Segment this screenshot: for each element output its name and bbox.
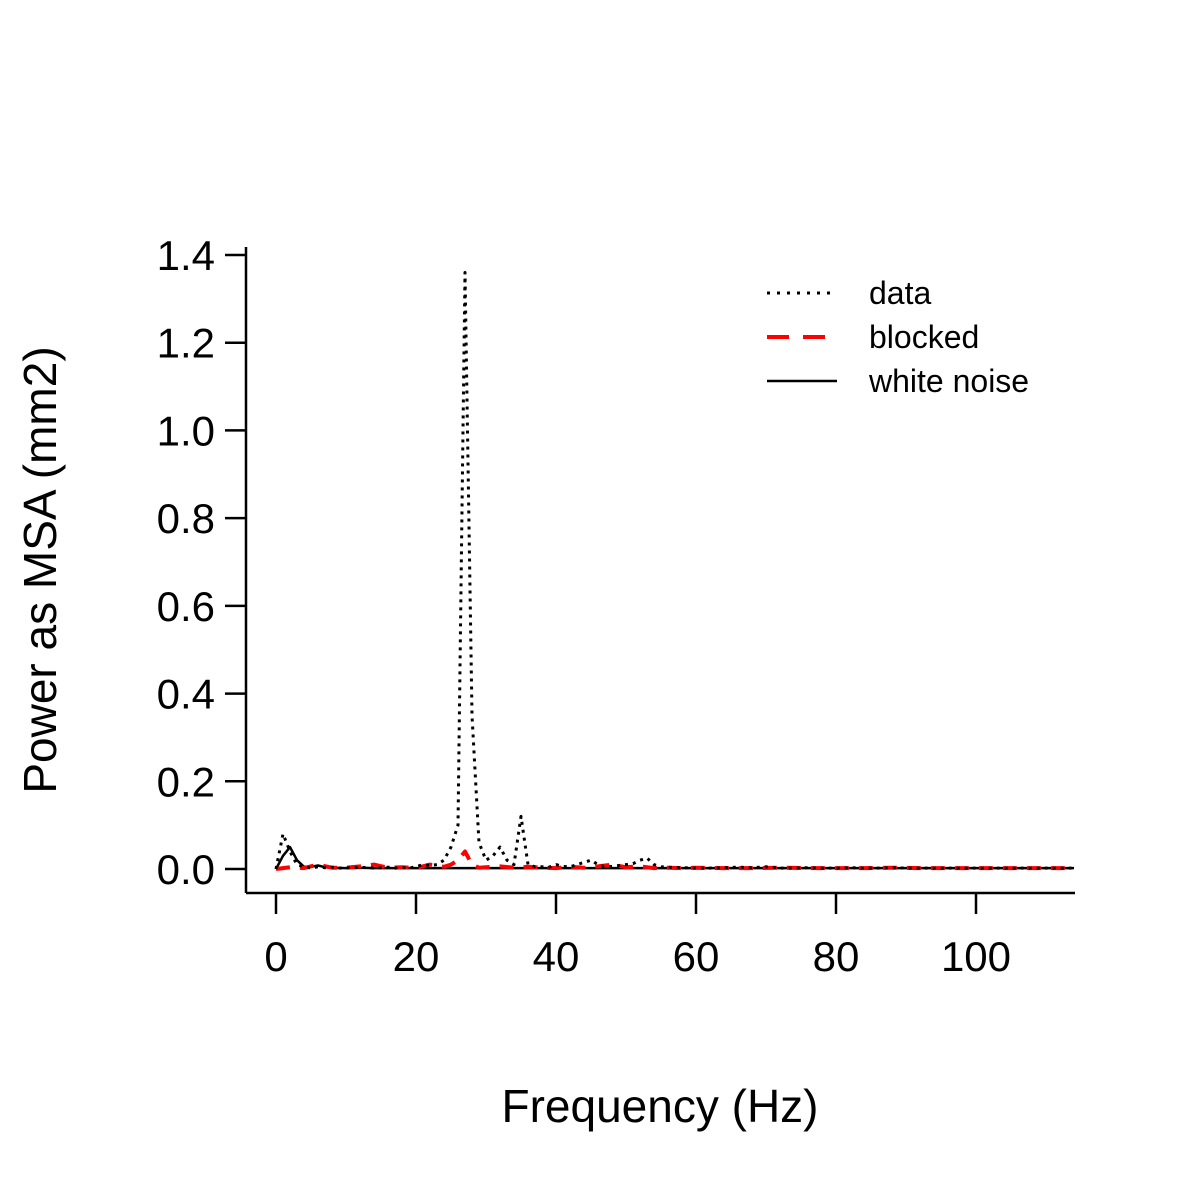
y-tick-label: 1.2 bbox=[157, 320, 215, 367]
legend: data blocked white noise bbox=[767, 275, 1029, 399]
y-tick-label: 0.8 bbox=[157, 495, 215, 542]
y-tick-label: 0.0 bbox=[157, 846, 215, 893]
y-tick-label: 1.4 bbox=[157, 232, 215, 279]
x-tick-label: 100 bbox=[941, 933, 1011, 980]
x-tick-label: 20 bbox=[393, 933, 440, 980]
series-lines bbox=[274, 271, 1074, 871]
y-tick-label: 0.6 bbox=[157, 583, 215, 630]
x-ticks: 0 20 40 60 80 100 bbox=[264, 893, 1011, 980]
x-tick-label: 80 bbox=[813, 933, 860, 980]
legend-label-blocked: blocked bbox=[869, 319, 979, 355]
series-line-blocked bbox=[275, 849, 1074, 871]
y-ticks: 0.0 0.2 0.4 0.6 0.8 1.0 1.2 1.4 bbox=[157, 232, 246, 893]
legend-label-white-noise: white noise bbox=[868, 363, 1029, 399]
x-tick-label: 40 bbox=[533, 933, 580, 980]
y-axis-title: Power as MSA (mm2) bbox=[14, 346, 66, 793]
y-tick-label: 1.0 bbox=[157, 407, 215, 454]
y-tick-label: 0.4 bbox=[157, 671, 215, 718]
y-tick-label: 0.2 bbox=[157, 758, 215, 805]
legend-label-data: data bbox=[869, 275, 931, 311]
series-line-data bbox=[274, 271, 1074, 870]
x-axis-title: Frequency (Hz) bbox=[502, 1080, 819, 1132]
x-tick-label: 60 bbox=[673, 933, 720, 980]
x-tick-label: 0 bbox=[264, 933, 287, 980]
